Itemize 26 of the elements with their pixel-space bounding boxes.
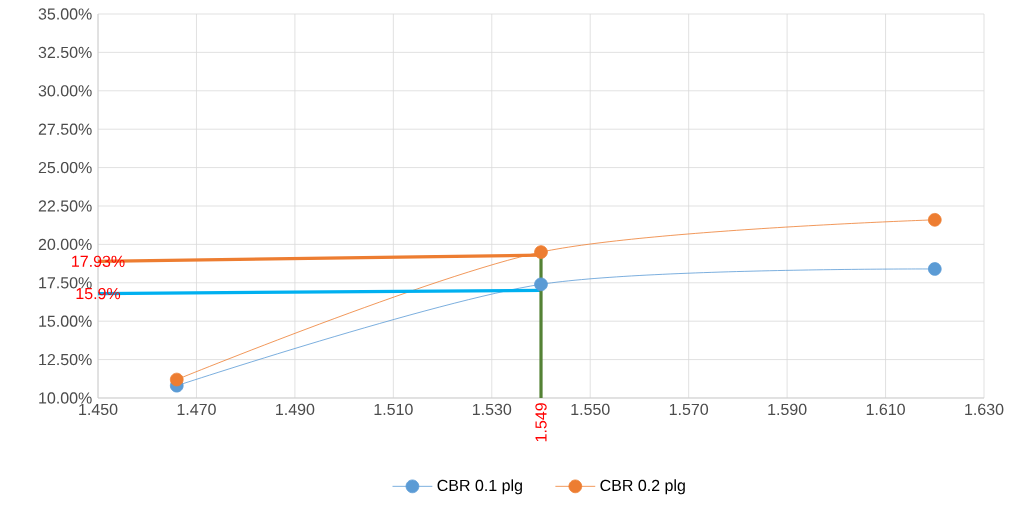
y-tick-label: 32.50% xyxy=(38,46,92,59)
x-tick-label: 1.630 xyxy=(965,403,1004,416)
legend-label: CBR 0.2 plg xyxy=(600,479,685,495)
x-tick-label: 1.530 xyxy=(472,403,512,416)
x-tick-label: 1.510 xyxy=(374,403,413,416)
y-tick-label: 25.00% xyxy=(38,161,92,174)
y-tick-label: 15.00% xyxy=(39,315,92,327)
x-tick-label: 1.490 xyxy=(276,403,315,416)
annotation: 1.549 xyxy=(535,403,547,442)
y-tick-label: 10.00% xyxy=(39,392,92,404)
annotation: 15.9% xyxy=(76,287,121,300)
x-tick-label: 1.610 xyxy=(866,403,905,416)
y-tick-label: 12.50% xyxy=(39,353,92,366)
x-tick-label: 1.550 xyxy=(571,403,610,416)
x-tick-label: 1.590 xyxy=(768,403,807,416)
x-tick-label: 1.450 xyxy=(79,403,118,416)
y-tick-label: 35.00% xyxy=(38,8,92,20)
x-tick-label: 1.470 xyxy=(177,403,216,416)
y-tick-label: 17.50% xyxy=(39,277,92,289)
y-tick-label: 27.50% xyxy=(38,123,92,135)
y-tick-label: 22.50% xyxy=(38,200,92,212)
annotation: 17.93% xyxy=(72,255,125,267)
y-tick-label: 20.00% xyxy=(38,238,92,251)
legend-label: CBR 0.1 plg xyxy=(437,479,522,495)
x-tick-label: 1.570 xyxy=(669,403,709,416)
y-tick-label: 30.00% xyxy=(38,85,92,97)
